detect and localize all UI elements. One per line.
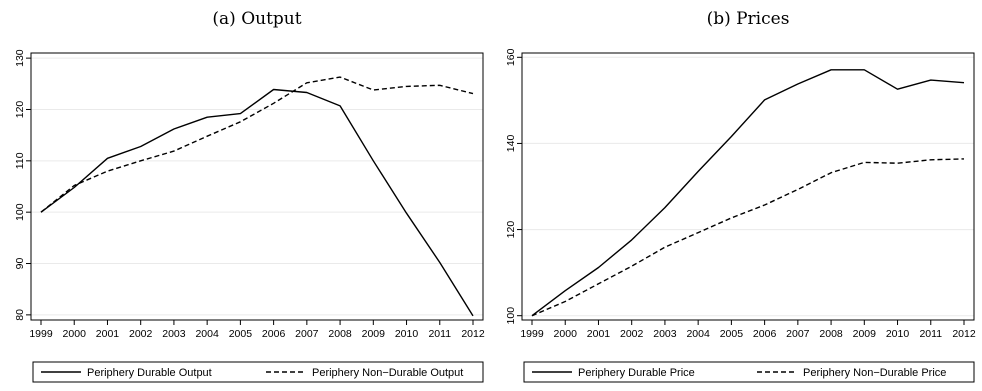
series-line-1 xyxy=(40,76,474,213)
x-tick-label: 2001 xyxy=(587,328,611,340)
series-line-1 xyxy=(531,158,965,317)
chart-panel-output: (a) Output 80 90 100 110 120 130 1999 2000 2001 20… xyxy=(14,9,485,383)
x-tick-label: 1999 xyxy=(520,328,544,340)
output-chart-svg: (a) Output 80 90 100 110 120 130 1999 2000 2001 20… xyxy=(14,9,485,383)
x-tick-label: 2012 xyxy=(952,328,976,340)
chart-title: (b) Prices xyxy=(707,9,790,29)
y-tick-label: 120 xyxy=(505,221,517,239)
y-tick-label: 90 xyxy=(14,258,26,270)
y-tick-label: 160 xyxy=(505,48,517,66)
x-tick-label: 2010 xyxy=(886,328,910,340)
plot-frame xyxy=(30,52,484,321)
x-tick-label: 2006 xyxy=(262,328,286,340)
x-tick-label: 2007 xyxy=(295,328,319,340)
x-tick-label: 2008 xyxy=(819,328,843,340)
chart-title: (a) Output xyxy=(212,9,301,29)
x-tick-label: 2005 xyxy=(229,328,253,340)
legend-label-0: Periphery Durable Output xyxy=(87,367,212,379)
x-tick-label: 2008 xyxy=(328,328,352,340)
legend-label-1: Periphery Non−Durable Output xyxy=(312,367,463,379)
legend-label-1: Periphery Non−Durable Price xyxy=(803,367,946,379)
x-tick-label: 2011 xyxy=(919,328,942,340)
x-tick-label: 2001 xyxy=(96,328,120,340)
x-tick-label: 2004 xyxy=(195,328,219,340)
x-tick-label: 2004 xyxy=(686,328,710,340)
y-tick-label: 100 xyxy=(505,307,517,325)
series-line-0 xyxy=(40,88,474,317)
y-tick-label: 140 xyxy=(505,135,517,153)
x-tick-label: 2002 xyxy=(620,328,644,340)
x-tick-label: 2010 xyxy=(395,328,419,340)
x-tick-label: 2007 xyxy=(786,328,810,340)
legend-box xyxy=(523,361,975,383)
plot-frame xyxy=(521,52,975,321)
x-tick-label: 2000 xyxy=(554,328,578,340)
x-tick-label: 2009 xyxy=(362,328,386,340)
chart-panel-prices: (b) Prices 100 120 140 160 1999 2000 2001 2002 20… xyxy=(491,0,982,391)
y-tick-label: 110 xyxy=(14,152,26,169)
x-tick-label: 2000 xyxy=(63,328,87,340)
y-tick-label: 100 xyxy=(14,203,26,221)
x-tick-label: 2009 xyxy=(853,328,877,340)
x-tick-label: 2011 xyxy=(428,328,451,340)
legend-box xyxy=(32,361,484,383)
prices-chart-svg: (b) Prices 100 120 140 160 1999 2000 2001 2002 20… xyxy=(505,9,976,383)
series-line-0 xyxy=(531,69,965,317)
x-tick-label: 2003 xyxy=(653,328,677,340)
y-tick-label: 130 xyxy=(14,49,26,67)
x-tick-label: 1999 xyxy=(29,328,53,340)
x-tick-label: 2006 xyxy=(753,328,777,340)
x-tick-label: 2012 xyxy=(461,328,485,340)
x-tick-label: 2005 xyxy=(720,328,744,340)
y-tick-label: 120 xyxy=(14,101,26,119)
x-tick-label: 2003 xyxy=(162,328,186,340)
legend-label-0: Periphery Durable Price xyxy=(578,367,695,379)
x-tick-label: 2002 xyxy=(129,328,153,340)
y-tick-label: 80 xyxy=(14,309,26,321)
